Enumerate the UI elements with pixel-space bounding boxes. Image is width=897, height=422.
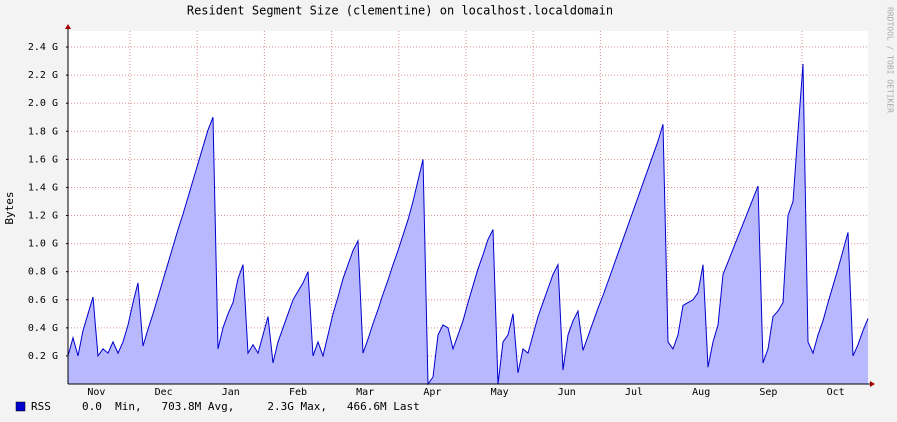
x-tick-label: May bbox=[491, 387, 509, 398]
x-arrow bbox=[870, 381, 875, 387]
y-axis-label: Bytes bbox=[3, 191, 16, 224]
y-tick-label: 0.2 G bbox=[28, 351, 58, 362]
x-tick-label: Nov bbox=[87, 387, 105, 398]
y-tick-label: 0.4 G bbox=[28, 323, 58, 334]
x-tick-label: Sep bbox=[759, 387, 777, 398]
legend-label: RSS bbox=[31, 400, 51, 413]
y-tick-label: 1.0 G bbox=[28, 239, 58, 250]
x-tick-label: Mar bbox=[356, 387, 374, 398]
x-tick-label: Aug bbox=[692, 387, 710, 398]
x-tick-label: Feb bbox=[289, 387, 307, 398]
y-tick-label: 0.6 G bbox=[28, 295, 58, 306]
y-tick-label: 2.2 G bbox=[28, 70, 58, 81]
x-tick-label: Oct bbox=[827, 387, 845, 398]
y-tick-label: 1.6 G bbox=[28, 154, 58, 165]
area bbox=[68, 63, 868, 385]
y-tick-label: 2.4 G bbox=[28, 42, 58, 53]
x-tick-label: Apr bbox=[423, 387, 441, 398]
chart-title: Resident Segment Size (clementine) on lo… bbox=[187, 4, 613, 18]
y-tick-label: 0.8 G bbox=[28, 267, 58, 278]
line bbox=[67, 63, 869, 386]
y-tick-label: 1.4 G bbox=[28, 182, 58, 193]
x-tick-label: Jun bbox=[558, 387, 576, 398]
x-tick-label: Jul bbox=[625, 387, 643, 398]
y-tick-label: 2.0 G bbox=[28, 98, 58, 109]
x-tick-label: Jan bbox=[222, 387, 240, 398]
legend-swatch bbox=[15, 401, 26, 412]
watermark: RRDTOOL / TOBI OETIKER bbox=[886, 7, 895, 113]
x-tick-label: Dec bbox=[155, 387, 173, 398]
y-tick-label: 1.8 G bbox=[28, 126, 58, 137]
y-tick-label: 1.2 G bbox=[28, 211, 58, 222]
y-arrow bbox=[65, 24, 71, 29]
legend-stats: 0.0 Min, 703.8M Avg, 2.3G Max, 466.6M La… bbox=[82, 400, 420, 413]
